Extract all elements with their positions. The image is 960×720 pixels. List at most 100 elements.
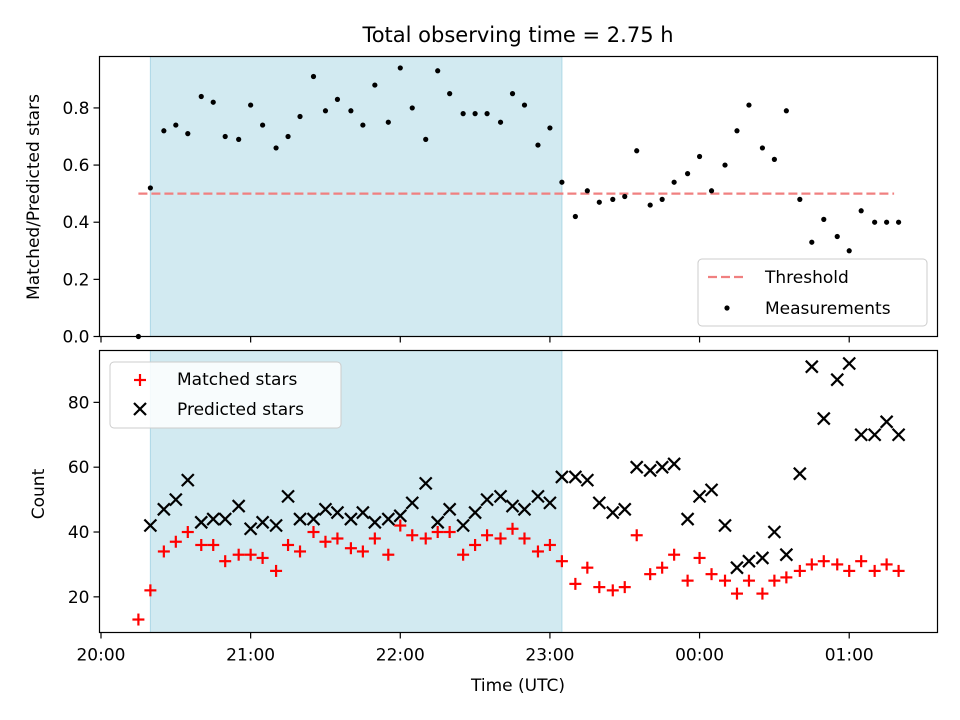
predicted-star-point	[643, 463, 657, 478]
predicted-star-point	[344, 512, 358, 526]
predicted-star-point	[555, 470, 569, 484]
matched-star-point	[581, 561, 594, 574]
predicted-star-point	[629, 460, 644, 474]
matched-star-point	[169, 535, 182, 548]
measurement-point	[460, 111, 466, 117]
predicted-star-point	[692, 489, 707, 504]
top-legend-box	[697, 258, 928, 327]
measurement-point	[596, 199, 602, 205]
legend-matched-label: Matched stars	[177, 370, 297, 390]
predicted-star-point	[704, 483, 719, 497]
measurement-point	[248, 102, 254, 108]
legend-threshold-label: Threshold	[764, 268, 849, 288]
predicted-star-point	[667, 457, 681, 471]
measurement-point	[285, 133, 291, 140]
matched-star-point	[805, 558, 818, 571]
measurement-point	[260, 122, 266, 128]
predicted-star-point	[330, 505, 345, 520]
predicted-star-point	[493, 489, 508, 504]
matched-star-point	[181, 526, 194, 539]
measurement-point	[610, 196, 616, 202]
matched-star-point	[719, 574, 732, 587]
predicted-star-point	[592, 496, 607, 510]
measurement-point	[634, 148, 640, 154]
measurement-point	[647, 202, 653, 208]
matched-star-point	[144, 584, 157, 597]
measurement-point	[559, 179, 565, 185]
predicted-star-point	[779, 547, 794, 562]
predicted-star-point	[442, 502, 457, 517]
bottom-y-tick-label: 20	[68, 588, 90, 608]
predicted-star-point	[755, 551, 770, 565]
measurement-point	[521, 102, 528, 108]
measurement-point	[622, 193, 628, 200]
predicted-star-point	[617, 502, 632, 517]
measurement-point	[447, 91, 453, 97]
measurement-point	[797, 196, 803, 202]
predicted-star-point	[405, 496, 420, 510]
chart-title: Total observing time = 2.75 h	[361, 23, 673, 47]
top-y-tick-label: 0.2	[62, 270, 89, 290]
measurement-point	[771, 156, 777, 162]
top-y-tick-label: 0.8	[62, 99, 89, 119]
predicted-star-point	[879, 415, 894, 429]
matched-star-point	[207, 538, 220, 551]
measurement-point	[210, 99, 216, 105]
bottom-y-tick-label: 80	[68, 393, 90, 413]
predicted-star-point	[543, 496, 557, 510]
bottom-y-axis-label: Count	[29, 468, 49, 519]
measurement-point	[684, 171, 691, 177]
matched-star-point	[668, 548, 681, 561]
matched-star-point	[593, 581, 606, 594]
matched-star-point	[880, 558, 893, 571]
matched-star-point	[817, 555, 830, 568]
matched-star-point	[756, 587, 769, 600]
measurement-point	[584, 188, 590, 194]
matched-star-point	[693, 551, 706, 564]
matched-star-point	[443, 526, 456, 539]
matched-star-point	[319, 535, 332, 548]
measurement-point	[659, 196, 665, 202]
x-tick-label: 00:00	[675, 646, 724, 666]
predicted-star-point	[318, 502, 333, 517]
predicted-star-point	[505, 499, 520, 513]
predicted-star-point	[456, 518, 470, 533]
predicted-star-point	[805, 359, 819, 374]
matched-star-point	[256, 551, 269, 564]
measurement-point	[372, 82, 378, 88]
predicted-star-point	[531, 489, 545, 504]
matched-star-point	[606, 584, 619, 597]
measurement-point	[872, 219, 878, 225]
x-tick-label: 22:00	[376, 646, 425, 666]
top-y-tick-label: 0.6	[62, 156, 89, 176]
x-axis-label: Time (UTC)	[470, 676, 565, 696]
measurement-point	[497, 119, 504, 125]
predicted-star-point	[730, 560, 744, 575]
predicted-star-point	[742, 554, 756, 568]
matched-star-point	[518, 532, 531, 545]
measurement-point	[185, 131, 191, 137]
measurement-point	[423, 136, 429, 142]
measurement-point	[895, 219, 902, 225]
top-y-axis-label: Matched/Predicted stars	[24, 94, 44, 300]
matched-star-point	[406, 529, 419, 542]
top-panel-frame	[98, 55, 939, 338]
matched-star-point	[356, 545, 369, 558]
measurement-point	[222, 133, 228, 140]
matched-star-point	[855, 555, 868, 568]
matched-star-point	[232, 548, 245, 561]
matched-star-point	[219, 555, 232, 568]
measurement-point	[734, 128, 740, 134]
matched-star-point	[307, 526, 320, 539]
measurement-point	[783, 108, 789, 114]
measurement-point	[547, 125, 553, 131]
measurement-point	[334, 96, 341, 102]
matched-star-point	[656, 561, 669, 574]
matched-star-point	[344, 542, 357, 555]
measurement-point	[834, 233, 840, 240]
measurement-point	[759, 145, 766, 151]
matched-star-point	[157, 545, 170, 558]
measurement-point	[746, 102, 752, 108]
